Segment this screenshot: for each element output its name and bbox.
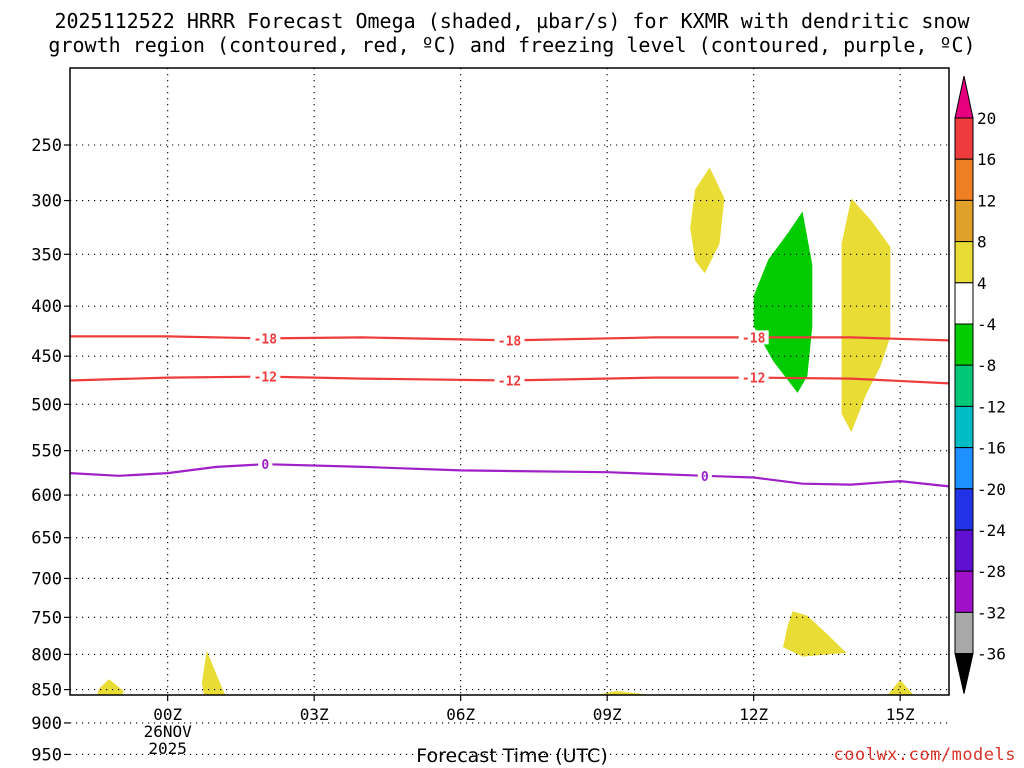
y-tick-label-850: 850 (31, 681, 62, 701)
y-axis: 250 300 350 400 450 500 550 600 650 700 750 800 850 9… (31, 136, 70, 765)
x-tick-label-15Z: 15Z (886, 705, 915, 724)
contour-label-bg (697, 468, 712, 483)
contour-label--18C: -18 (254, 332, 278, 347)
colorbar-label-4: 4 (977, 274, 987, 293)
colorbar-bin-8-12 (954, 199, 974, 243)
colorbar-bin--4-4 (954, 282, 974, 325)
colorbar-bin--8--4 (954, 323, 974, 366)
colorbar-label--28: -28 (977, 562, 1006, 581)
colorbar-bin-16-20 (954, 117, 974, 160)
contour-label-bg (738, 370, 769, 385)
x-axis-label: Forecast Time (UTC) (416, 745, 608, 767)
contour-0C (70, 463, 949, 488)
omega-region-9 (783, 611, 847, 657)
y-tick-label-600: 600 (31, 486, 62, 506)
colorbar-label-16: 16 (977, 150, 996, 169)
colorbar-label--12: -12 (977, 397, 1006, 416)
contour-label-bg (494, 333, 525, 348)
plot-frame (69, 67, 950, 696)
y-tick-label-350: 350 (31, 245, 62, 265)
colorbar-bin--20--16 (954, 447, 974, 490)
colorbar-bin--28--24 (954, 529, 974, 572)
y-tick-label-950: 950 (31, 745, 62, 765)
colorbar-bin--24--20 (954, 488, 974, 531)
omega-region-7 (595, 691, 764, 695)
x-year-label: 2025 (148, 739, 187, 758)
colorbar-label--4: -4 (977, 315, 996, 334)
gridlines (70, 68, 949, 755)
omega-region-3 (753, 211, 813, 393)
y-tick-label-250: 250 (31, 136, 62, 156)
y-tick-label-800: 800 (31, 645, 62, 665)
colorbar-bin-4-8 (954, 241, 974, 284)
chart-title-line1: 2025112522 HRRR Forecast Omega (shaded, … (54, 9, 970, 33)
colorbar-bin-12-16 (954, 158, 974, 201)
contour-label-0C: 0 (261, 458, 269, 473)
contour-label--12C: -12 (498, 374, 521, 389)
x-tick-label-03Z: 03Z (300, 705, 329, 724)
omega-region-2 (841, 198, 891, 433)
y-tick-label-300: 300 (31, 192, 62, 212)
colorbar: 20 16 12 8 4 -4 -8 -12 -16 -20 -24 -28 -32 -36 (954, 75, 1006, 694)
y-tick-label-450: 450 (31, 347, 62, 367)
contour-label-bg (250, 369, 281, 384)
colorbar-bin--32--28 (954, 570, 974, 613)
y-tick-label-700: 700 (31, 569, 62, 589)
colorbar-bin--16--12 (954, 405, 974, 449)
colorbar-label--8: -8 (977, 356, 996, 375)
omega-region-10 (887, 679, 914, 695)
x-tick-label-09Z: 09Z (593, 705, 622, 724)
x-date-label: 26NOV (144, 722, 193, 741)
chart-title-line2: growth region (contoured, red, ºC) and f… (48, 33, 976, 57)
omega-shading-layer (97, 167, 914, 695)
colorbar-label--36: -36 (977, 645, 1006, 664)
y-tick-label-900: 900 (31, 714, 62, 734)
colorbar-arrow-top (954, 75, 974, 119)
y-tick-label-400: 400 (31, 297, 62, 317)
omega-region-4 (97, 679, 124, 695)
contour-label--12C: -12 (254, 371, 277, 386)
x-tick-label-06Z: 06Z (446, 705, 475, 724)
x-tick-label-00Z: 00Z (153, 705, 182, 724)
omega-region-5 (201, 650, 226, 695)
y-tick-label-650: 650 (31, 529, 62, 549)
contour-label--12C: -12 (742, 372, 765, 387)
contour-layer: -18 -18 -18 -12 -12 -12 0 0 (70, 330, 949, 488)
y-tick-label-550: 550 (31, 442, 62, 462)
colorbar-label--32: -32 (977, 603, 1006, 622)
omega-region-1 (690, 167, 725, 274)
colorbar-bin--36--32 (954, 611, 974, 655)
colorbar-label-top: 20 (977, 109, 996, 128)
contour-label-bg (258, 457, 273, 472)
contour-label-bg (738, 330, 769, 345)
credit-text: coolwx.com/models (833, 745, 1016, 765)
contour-label--18C: -18 (742, 331, 766, 346)
colorbar-label-8: 8 (977, 233, 987, 252)
x-tick-label-12Z: 12Z (739, 705, 768, 724)
colorbar-label--16: -16 (977, 439, 1006, 458)
contour-label--18C: -18 (498, 334, 522, 349)
colorbar-label--24: -24 (977, 521, 1006, 540)
contour-label-bg (250, 331, 281, 346)
colorbar-bin--12--8 (954, 364, 974, 407)
y-tick-label-750: 750 (31, 608, 62, 628)
y-tick-label-500: 500 (31, 395, 62, 415)
contour-label-0C: 0 (701, 470, 709, 485)
colorbar-label--20: -20 (977, 480, 1006, 499)
contour-label-bg (494, 373, 525, 388)
colorbar-arrow-bottom (954, 653, 974, 694)
colorbar-label-12: 12 (977, 191, 996, 210)
